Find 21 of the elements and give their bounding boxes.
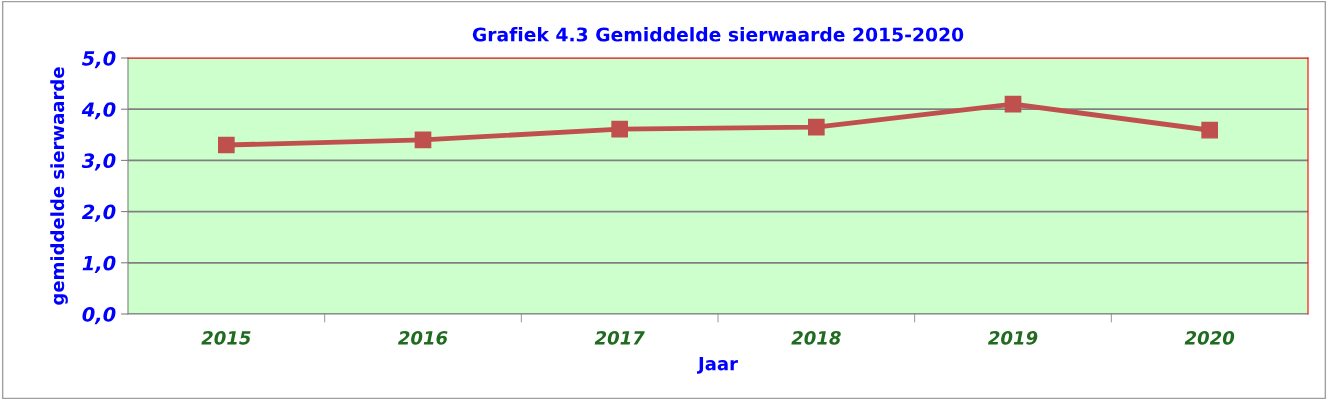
y-tick-label: 5,0 (82, 50, 116, 69)
y-tick-label: 4,0 (81, 102, 116, 120)
point (611, 120, 629, 138)
y-tick-label: 0,0 (82, 306, 116, 325)
x-tick-label: 2017 (594, 330, 645, 345)
point (807, 118, 825, 136)
point (414, 131, 432, 149)
y-tick-label: 2,0 (81, 204, 116, 222)
point (217, 136, 235, 154)
y-tick-label: 1,0 (82, 255, 116, 273)
x-tick-label: 2019 (988, 330, 1038, 345)
x-tick-label: 2018 (791, 330, 841, 345)
point (1004, 95, 1022, 113)
y-tick-label: 3,0 (81, 153, 116, 171)
chart-title: Grafiek 4.3 Gemiddelde sierwaarde 2015-2020 (472, 27, 964, 42)
point (1201, 121, 1219, 139)
x-tick-label: 2020 (1184, 330, 1235, 345)
y-axis-title: gemiddelde sierwaarde (50, 67, 68, 305)
x-axis-title: Jaar (696, 357, 738, 374)
x-tick-label: 2016 (398, 330, 448, 345)
x-tick-label: 2015 (201, 330, 251, 345)
